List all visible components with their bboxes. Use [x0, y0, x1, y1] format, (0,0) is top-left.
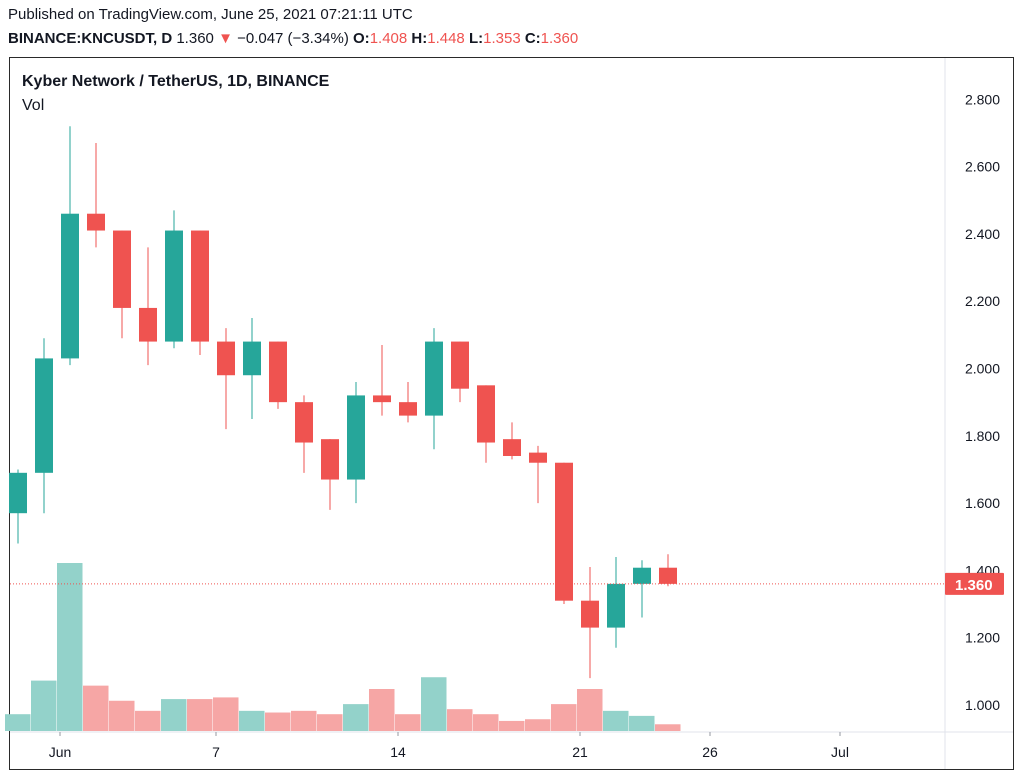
- chart-title: Kyber Network / TetherUS, 1D, BINANCE: [22, 73, 330, 90]
- open-value: 1.408: [369, 30, 408, 47]
- volume-bar: [551, 704, 577, 731]
- x-tick-label: 26: [702, 744, 718, 760]
- candle-body: [87, 213, 105, 231]
- candle-body: [243, 341, 261, 376]
- candle-body: [503, 439, 521, 456]
- y-tick-label: 2.000: [965, 361, 1000, 377]
- y-tick-label: 2.800: [965, 91, 1000, 107]
- volume-bar: [187, 699, 213, 731]
- candle-body: [295, 402, 313, 443]
- low-label: L:: [468, 30, 484, 47]
- change-value: −0.047 (−3.34%): [237, 30, 349, 47]
- down-arrow-icon: ▼: [218, 30, 233, 47]
- ohlc-legend: BINANCE:KNCUSDT, D 1.360 ▼ −0.047 (−3.34…: [8, 30, 578, 47]
- volume-label: Vol: [22, 97, 45, 114]
- y-tick-label: 1.600: [965, 495, 1000, 511]
- volume-bar: [31, 680, 57, 731]
- x-tick-label: 21: [572, 744, 588, 760]
- volume-bar: [317, 714, 343, 731]
- candle-body: [425, 341, 443, 416]
- volume-bar: [161, 699, 187, 731]
- volume-bar: [57, 563, 83, 731]
- candle-body: [555, 462, 573, 601]
- published-line: Published on TradingView.com, June 25, 2…: [8, 6, 413, 23]
- volume-bar: [135, 710, 161, 731]
- volume-bar: [655, 724, 681, 731]
- volume-bar: [265, 712, 291, 731]
- candle-body: [165, 230, 183, 342]
- volume-bar: [395, 714, 421, 731]
- close-label: C:: [524, 30, 541, 47]
- y-tick-label: 1.200: [965, 630, 1000, 646]
- last-price-value: 1.360: [176, 30, 214, 47]
- volume-bar: [343, 704, 369, 731]
- high-label: H:: [411, 30, 428, 47]
- candle-body: [373, 395, 391, 403]
- candle-body: [477, 385, 495, 443]
- chart-frame[interactable]: [9, 57, 1014, 770]
- y-tick-label: 1.000: [965, 697, 1000, 713]
- candle-body: [321, 439, 339, 480]
- candle-body: [529, 452, 547, 463]
- volume-bar: [603, 710, 629, 731]
- volume-bar: [239, 710, 265, 731]
- x-tick-label: Jul: [831, 744, 849, 760]
- volume-bar: [83, 685, 109, 731]
- volume-bar: [577, 689, 603, 731]
- x-tick-label: 7: [212, 744, 220, 760]
- candle-body: [347, 395, 365, 480]
- open-label: O:: [353, 30, 370, 47]
- candle-body: [451, 341, 469, 389]
- candle-body: [269, 341, 287, 403]
- volume-bar: [213, 697, 239, 731]
- close-value: 1.360: [540, 30, 579, 47]
- y-tick-label: 2.200: [965, 293, 1000, 309]
- volume-bar: [629, 715, 655, 731]
- candle-body: [9, 472, 27, 514]
- high-value: 1.448: [427, 30, 465, 47]
- volume-bar: [291, 710, 317, 731]
- candle-body: [633, 567, 651, 584]
- x-tick-label: 14: [390, 744, 406, 760]
- candle-body: [399, 402, 417, 416]
- candle-body: [61, 213, 79, 359]
- low-value: 1.353: [483, 30, 521, 47]
- candle-body: [581, 600, 599, 628]
- symbol-label: BINANCE:KNCUSDT, D: [8, 30, 173, 47]
- candle-body: [191, 230, 209, 342]
- y-tick-label: 2.600: [965, 159, 1000, 175]
- candle-body: [217, 341, 235, 376]
- volume-bar: [369, 689, 395, 731]
- y-tick-label: 2.400: [965, 226, 1000, 242]
- volume-bar: [5, 714, 31, 731]
- volume-bar: [525, 719, 551, 731]
- x-tick-label: Jun: [49, 744, 72, 760]
- last-price-badge: [945, 572, 1004, 595]
- volume-bar: [447, 709, 473, 731]
- candle-body: [607, 583, 625, 628]
- candle-body: [659, 567, 677, 584]
- volume-bar: [473, 714, 499, 731]
- volume-bar: [421, 677, 447, 731]
- volume-bar: [499, 720, 525, 731]
- candle-body: [113, 230, 131, 308]
- volume-bar: [109, 700, 135, 731]
- last-price-label: 1.360: [955, 577, 993, 594]
- y-tick-label: 1.800: [965, 428, 1000, 444]
- candle-body: [139, 307, 157, 342]
- candle-body: [35, 358, 53, 473]
